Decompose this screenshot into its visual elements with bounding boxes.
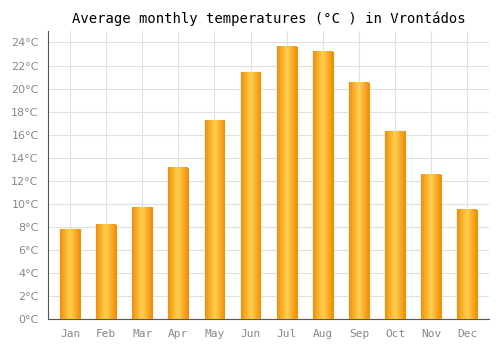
Bar — [240, 72, 260, 319]
Bar — [204, 121, 225, 319]
Title: Average monthly temperatures (°C ) in Vrontádos: Average monthly temperatures (°C ) in Vr… — [72, 11, 466, 26]
Bar — [421, 175, 441, 319]
Bar — [276, 47, 296, 319]
Bar — [313, 52, 332, 319]
Bar — [96, 225, 116, 319]
Bar — [168, 168, 188, 319]
Bar — [458, 210, 477, 319]
Bar — [349, 83, 369, 319]
Bar — [385, 131, 405, 319]
Bar — [132, 207, 152, 319]
Bar — [60, 229, 80, 319]
